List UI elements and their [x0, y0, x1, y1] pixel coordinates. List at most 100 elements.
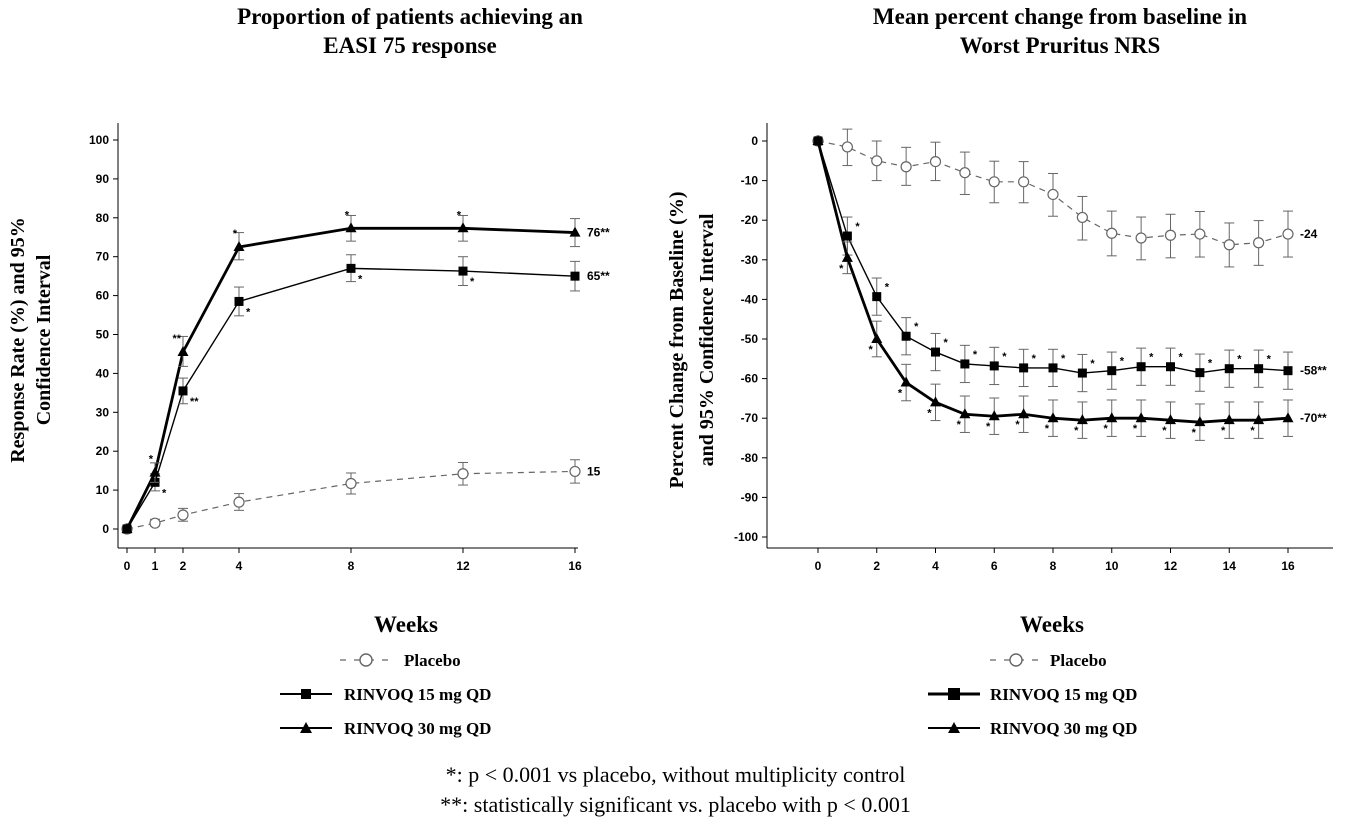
point-rinvoq15: [1166, 362, 1175, 372]
point-placebo: [1076, 211, 1088, 224]
significance-marker: *: [1250, 425, 1255, 437]
y-tick-label: 70: [96, 250, 110, 264]
significance-marker: *: [1103, 423, 1108, 435]
y-tick-label: -40: [741, 292, 759, 306]
y-tick-label: 60: [96, 289, 110, 303]
end-value-label-rinvoq30: -70**: [1300, 411, 1327, 425]
significance-marker: *: [1221, 425, 1226, 437]
right-x-axis-label: Weeks: [1020, 612, 1084, 637]
y-tick-label: -20: [741, 213, 759, 227]
y-tick-label: 0: [102, 522, 109, 536]
significance-marker: *: [358, 273, 363, 285]
x-tick-label: 0: [815, 559, 822, 573]
point-rinvoq30: [1047, 412, 1059, 423]
point-rinvoq30: [149, 466, 161, 477]
significance-marker: *: [149, 454, 154, 466]
point-rinvoq15: [901, 331, 911, 341]
significance-marker: *: [898, 388, 903, 400]
legend-placebo-label: Placebo: [404, 651, 461, 670]
y-tick-label: 80: [96, 211, 110, 225]
point-rinvoq15: [1019, 363, 1029, 373]
point-rinvoq15: [960, 359, 970, 369]
footnote-double-star: **: statistically significant vs. placeb…: [440, 792, 911, 817]
point-placebo: [569, 465, 581, 478]
end-value-label-rinvoq30: 76**: [587, 226, 610, 240]
significance-marker: *: [470, 276, 475, 288]
point-placebo: [1194, 228, 1206, 240]
y-tick-label: 90: [96, 172, 110, 186]
y-tick-label: -90: [741, 490, 759, 504]
legend-rinvoq15-label: RINVOQ 15 mg QD: [344, 685, 492, 704]
x-tick-label: 16: [568, 559, 582, 573]
y-axis-label-line: Response Rate (%) and 95%: [7, 217, 29, 463]
point-rinvoq15: [458, 266, 468, 276]
point-rinvoq15: [1254, 364, 1264, 374]
y-tick-label: 40: [96, 366, 110, 380]
end-value-label-rinvoq15: -58**: [1300, 364, 1327, 378]
y-tick-label: 50: [96, 328, 110, 342]
point-rinvoq15: [1224, 364, 1234, 374]
significance-marker: *: [1045, 423, 1050, 435]
point-placebo: [900, 161, 912, 173]
y-axis-label-line: Percent Change from Baseline (%): [666, 192, 688, 489]
point-placebo: [1018, 176, 1030, 188]
x-tick-label: 12: [456, 559, 470, 573]
significance-marker: *: [246, 306, 251, 318]
left-chart-title: Proportion of patients achieving an EASI…: [150, 2, 670, 60]
significance-marker: *: [1192, 427, 1197, 439]
y-tick-label: -100: [734, 530, 758, 544]
significance-marker: *: [1149, 352, 1154, 364]
significance-marker: *: [839, 263, 844, 275]
significance-marker: *: [973, 349, 978, 361]
x-tick-label: 0: [124, 559, 131, 573]
point-rinvoq15: [178, 386, 188, 396]
x-tick-label: 2: [180, 559, 187, 573]
point-rinvoq30: [959, 408, 971, 419]
significance-marker: **: [172, 333, 181, 345]
legend-placebo-label-right: Placebo: [1050, 651, 1107, 670]
point-rinvoq30: [233, 240, 245, 251]
point-rinvoq30: [1106, 412, 1118, 423]
point-rinvoq15: [1136, 362, 1146, 372]
significance-marker: *: [855, 221, 860, 233]
point-rinvoq15: [989, 361, 999, 371]
y-tick-label: 100: [89, 133, 109, 147]
footnote-single-star: *: p < 0.001 vs placebo, without multipl…: [445, 762, 906, 787]
y-tick-label: -60: [741, 372, 759, 386]
significance-marker: *: [1090, 358, 1095, 370]
point-placebo: [233, 496, 245, 508]
point-rinvoq30: [569, 226, 581, 237]
significance-marker: *: [868, 344, 873, 356]
point-placebo: [1164, 229, 1177, 241]
y-axis-label-line: and 95% Confidence Interval: [696, 213, 718, 466]
y-tick-label: 10: [96, 483, 110, 497]
significance-marker: *: [1179, 352, 1184, 364]
significance-marker: *: [1015, 419, 1020, 431]
right-chart-title-line-1: Mean percent change from baseline in: [872, 4, 1248, 29]
significance-marker: *: [986, 421, 991, 433]
point-rinvoq30: [988, 410, 1000, 421]
y-tick-label: -70: [741, 411, 759, 425]
significance-marker: *: [162, 487, 167, 499]
point-rinvoq15: [234, 296, 244, 306]
x-tick-label: 8: [348, 559, 355, 573]
point-rinvoq30: [812, 135, 824, 145]
point-rinvoq30: [841, 251, 853, 262]
legend-rinvoq15-symbol: [280, 689, 332, 699]
significance-marker: *: [1032, 353, 1037, 365]
point-rinvoq30: [1282, 412, 1294, 423]
point-placebo: [871, 155, 883, 167]
point-placebo: [929, 155, 942, 168]
significance-marker: *: [345, 209, 350, 221]
point-rinvoq30: [900, 376, 912, 387]
point-rinvoq15: [1283, 366, 1293, 376]
right-chart-title: Mean percent change from baseline in Wor…: [800, 2, 1320, 60]
point-placebo: [457, 468, 469, 480]
right-chart-title-line-2: Worst Pruritus NRS: [959, 33, 1161, 58]
x-tick-label: 12: [1164, 559, 1178, 573]
point-placebo: [1253, 237, 1265, 249]
point-placebo: [1047, 188, 1059, 201]
point-placebo: [177, 509, 189, 521]
y-tick-label: -80: [741, 451, 759, 465]
